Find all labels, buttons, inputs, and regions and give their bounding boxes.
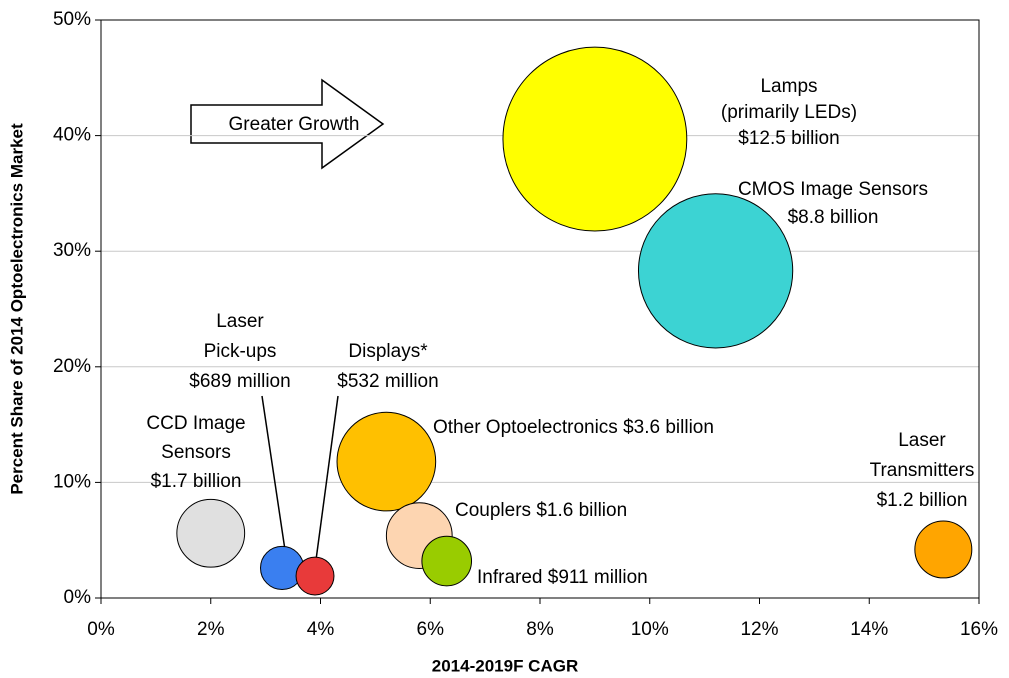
x-tick-label: 16% (960, 619, 998, 640)
bubble (502, 46, 688, 232)
bubble-label: $1.2 billion (877, 490, 968, 511)
y-tick-label: 50% (53, 9, 91, 30)
bubble (421, 535, 473, 587)
bubble-label: Laser (216, 311, 264, 332)
x-tick-label: 14% (850, 619, 888, 640)
bubble (295, 556, 335, 596)
bubble-label: Sensors (161, 442, 231, 463)
y-axis-label: Percent Share of 2014 Optoelectronics Ma… (7, 123, 26, 495)
plot-frame (100, 19, 980, 599)
x-tick-label: 12% (740, 619, 778, 640)
y-tick-label: 0% (64, 587, 92, 608)
bubble-label: Couplers $1.6 billion (455, 500, 627, 521)
bubble-label: CCD Image (146, 413, 245, 434)
bubble (336, 411, 437, 512)
bubble (914, 520, 973, 579)
x-tick-label: 2% (197, 619, 225, 640)
bubble-label: Transmitters (870, 460, 975, 481)
bubble-label: $689 million (189, 371, 290, 392)
x-tick-label: 10% (631, 619, 669, 640)
x-tick-label: 6% (417, 619, 445, 640)
bubble-label: $1.7 billion (151, 471, 242, 492)
y-tick-label: 40% (53, 125, 91, 146)
annotation: Greater Growth (229, 114, 360, 135)
growth-arrow (190, 78, 385, 170)
bubble-label: Laser (898, 430, 946, 451)
x-axis-label: 2014-2019F CAGR (432, 656, 578, 675)
bubble-label: (primarily LEDs) (721, 102, 857, 123)
y-tick-label: 20% (53, 356, 91, 377)
bubble-label: CMOS Image Sensors (738, 179, 928, 200)
x-tick-label: 0% (87, 619, 115, 640)
leader-line (261, 395, 286, 551)
bubble-label: $532 million (337, 371, 438, 392)
x-tick-label: 4% (307, 619, 335, 640)
bubble-label: Infrared $911 million (477, 567, 648, 588)
bubble-label: Other Optoelectronics $3.6 billion (433, 417, 714, 438)
x-tick-label: 8% (526, 619, 554, 640)
bubble-label: $8.8 billion (788, 207, 879, 228)
bubble-label: Lamps (760, 76, 817, 97)
bubble-label: $12.5 billion (738, 128, 839, 149)
y-tick-label: 10% (53, 471, 91, 492)
bubble-label: Pick-ups (204, 341, 277, 362)
bubble (637, 193, 794, 349)
y-tick-label: 30% (53, 240, 91, 261)
bubble (176, 498, 246, 568)
bubble-label: Displays* (348, 341, 428, 362)
leader-line (315, 395, 339, 561)
